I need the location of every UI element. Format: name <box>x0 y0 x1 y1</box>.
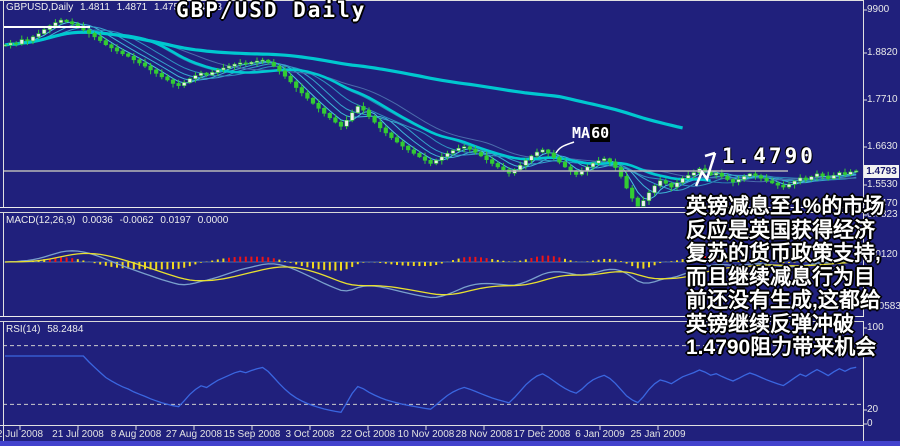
annotation-text-line[interactable]: 前还没有生成,这都给 <box>686 289 881 312</box>
macd-scale-label: -0.0583 <box>867 301 900 312</box>
price-axis-label: 1.4470 <box>867 198 898 209</box>
annotation-text-line[interactable]: 英镑减息至1%的市场 <box>686 195 885 218</box>
low-value: 1.4755 <box>154 2 185 13</box>
rsi-label: RSI(14) <box>6 324 41 335</box>
symbol-period-label: GBPUSD,Daily <box>6 2 74 13</box>
main-chart-layer <box>3 17 859 207</box>
top-border <box>0 0 864 1</box>
annotation-text-line[interactable]: 1.4790阻力带来机会 <box>686 336 877 359</box>
date-axis-label: 6 Jan 2009 <box>575 429 625 440</box>
bottom-scroll-strip[interactable] <box>0 441 900 446</box>
date-axis-label: 27 Aug 2008 <box>165 429 223 440</box>
rsi-header: RSI(14) 58.2484 <box>6 324 87 335</box>
macd-layer <box>3 250 862 299</box>
annotation-text-line[interactable]: 而且继续减息行为目 <box>686 265 875 289</box>
left-border <box>3 0 4 441</box>
date-axis-label: 15 Sep 2008 <box>223 429 281 440</box>
date-axis-label: 22 Oct 2008 <box>340 429 396 440</box>
resistance-level-annotation[interactable]: 1.4790 <box>722 144 816 168</box>
rsi-scale-label: 0 <box>867 418 873 429</box>
current-price-box: 1.4793 <box>864 165 899 178</box>
macd-scale-label: 0.0120 <box>867 249 898 260</box>
high-value: 1.4871 <box>116 2 148 13</box>
rsi-layer <box>3 345 862 414</box>
date-axis-label: 3 Oct 2008 <box>285 429 335 440</box>
date-axis-label: 10 Nov 2008 <box>397 429 455 440</box>
time-axis-border <box>0 425 864 426</box>
macd-value-3: 0.0197 <box>160 215 191 226</box>
close-value: 1.4793 <box>191 2 222 13</box>
macd-value-4: 0.0000 <box>197 215 229 226</box>
ma60-period: 60 <box>590 124 611 142</box>
price-axis-label: 9900 <box>867 4 890 15</box>
ma60-pointer <box>555 141 575 154</box>
annotation-text-line[interactable]: 反应是英国获得经济 <box>686 218 875 242</box>
annotation-text-line[interactable]: 英镑继续反弹冲破 <box>686 312 854 336</box>
date-axis-label: 2 Jul 2008 <box>0 429 44 440</box>
main-macd-divider[interactable] <box>0 207 864 213</box>
rsi-scale-label: 100 <box>867 322 884 333</box>
date-axis-label: 17 Dec 2008 <box>513 429 571 440</box>
breakout-arrow-head <box>704 151 717 164</box>
rsi-value: 58.2484 <box>47 324 84 335</box>
macd-header: MACD(12,26,9) 0.0036 -0.0062 0.0197 0.00… <box>6 215 232 226</box>
date-axis-label: 25 Jan 2009 <box>630 429 686 440</box>
price-axis-label: 1.5530 <box>867 179 898 190</box>
annotation-text-line[interactable]: 复苏的货币政策支持, <box>686 242 881 265</box>
macd-value-1: 0.0036 <box>82 215 113 226</box>
rsi-scale-label: 20 <box>867 404 879 415</box>
ma60-prefix: MA <box>572 124 591 142</box>
price-axis-label: 1.8820 <box>867 47 898 58</box>
open-value: 1.4811 <box>80 2 110 13</box>
price-axis-border <box>863 0 864 441</box>
macd-value-2: -0.0062 <box>119 215 154 226</box>
date-axis-label: 28 Nov 2008 <box>455 429 513 440</box>
ma60-annotation[interactable]: MA60 <box>572 124 611 142</box>
macd-scale-label: 0.0823 <box>867 209 898 220</box>
price-axis-label: 1.6630 <box>867 141 898 152</box>
ohlc-header: GBPUSD,Daily 1.4811 1.4871 1.4755 1.4793 <box>6 2 226 13</box>
date-axis-label: 8 Aug 2008 <box>110 429 162 440</box>
breakout-arrow <box>694 152 717 187</box>
macd-label: MACD(12,26,9) <box>6 215 76 226</box>
price-axis-label: 1.7710 <box>867 94 898 105</box>
date-axis-label: 21 Jul 2008 <box>52 429 104 440</box>
chart-title: GBP/USD Daily <box>176 0 367 22</box>
macd-rsi-divider[interactable] <box>0 316 864 322</box>
